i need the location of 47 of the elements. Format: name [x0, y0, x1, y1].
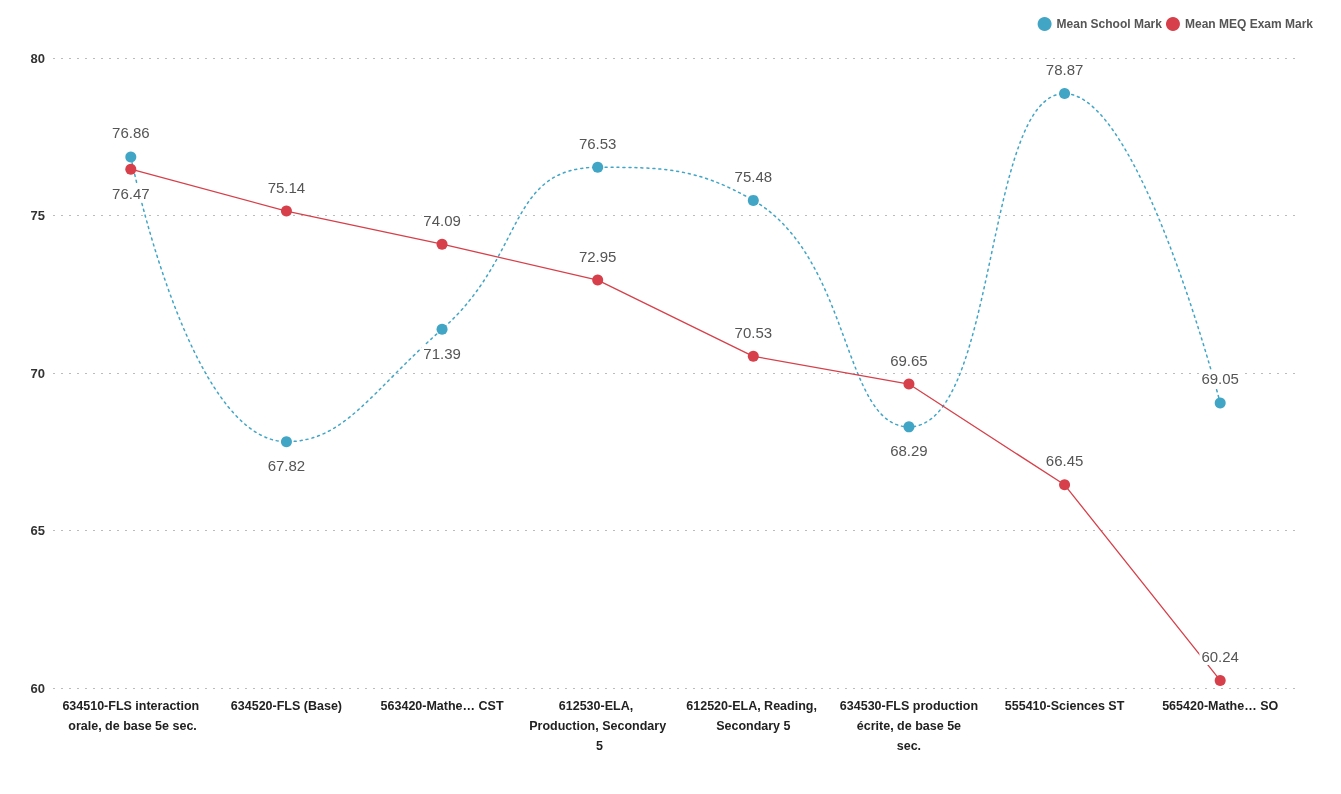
data-label: 70.53	[734, 323, 773, 341]
point	[1059, 479, 1071, 491]
data-label: 72.95	[578, 247, 617, 265]
x-tick-label: 612520-ELA, Reading, Secondary 5	[686, 699, 821, 733]
x-tick-label: 634530-FLS production écrite, de base 5e sec.	[839, 699, 979, 753]
y-tick-label: 75	[30, 208, 45, 223]
point	[125, 151, 137, 163]
y-tick-label: 70	[30, 365, 45, 381]
point	[125, 163, 137, 175]
point	[280, 205, 292, 217]
data-label: 75.14	[267, 178, 306, 196]
data-label: 75.48	[734, 167, 773, 185]
point	[436, 323, 448, 335]
x-tick-label: 612530-ELA, Production, Secondary 5	[529, 699, 667, 753]
point	[436, 238, 448, 250]
data-label: 68.29	[890, 442, 928, 460]
data-label: 66.45	[1045, 452, 1084, 470]
data-label: 74.09	[423, 211, 461, 229]
point	[747, 194, 759, 206]
y-tick-label: 80	[30, 50, 45, 66]
point	[903, 421, 915, 433]
x-tick-label: 634510-FLS interaction orale, de base 5e sec.	[62, 699, 200, 733]
x-tick-label: 555410-Sciences ST	[1004, 699, 1125, 713]
data-label: 78.87	[1045, 61, 1084, 79]
x-tick-label: 565420-Mathe… SO	[1162, 699, 1279, 713]
data-label: 69.65	[890, 351, 928, 369]
data-label: 76.53	[578, 134, 617, 152]
legend-label: Mean School Mark	[1056, 17, 1163, 31]
point	[903, 378, 915, 390]
y-tick-label: 60	[30, 680, 45, 696]
point	[1214, 397, 1226, 409]
data-label: 76.47	[112, 184, 150, 202]
point	[1214, 674, 1226, 686]
point	[280, 436, 292, 448]
point	[747, 350, 759, 362]
y-tick-label: 65	[30, 523, 45, 538]
point	[592, 274, 604, 286]
data-label: 76.86	[112, 124, 150, 142]
x-tick-label: 634520-FLS (Base)	[230, 699, 343, 713]
data-label: 71.39	[423, 344, 461, 362]
point	[592, 161, 604, 173]
x-tick-label: 563420-Mathe… CST	[380, 699, 504, 713]
data-label: 69.05	[1201, 370, 1239, 388]
data-label: 60.24	[1201, 647, 1239, 665]
data-label: 67.82	[267, 457, 306, 475]
point	[1059, 88, 1071, 100]
legend-label: Mean MEQ Exam Mark	[1184, 17, 1314, 31]
